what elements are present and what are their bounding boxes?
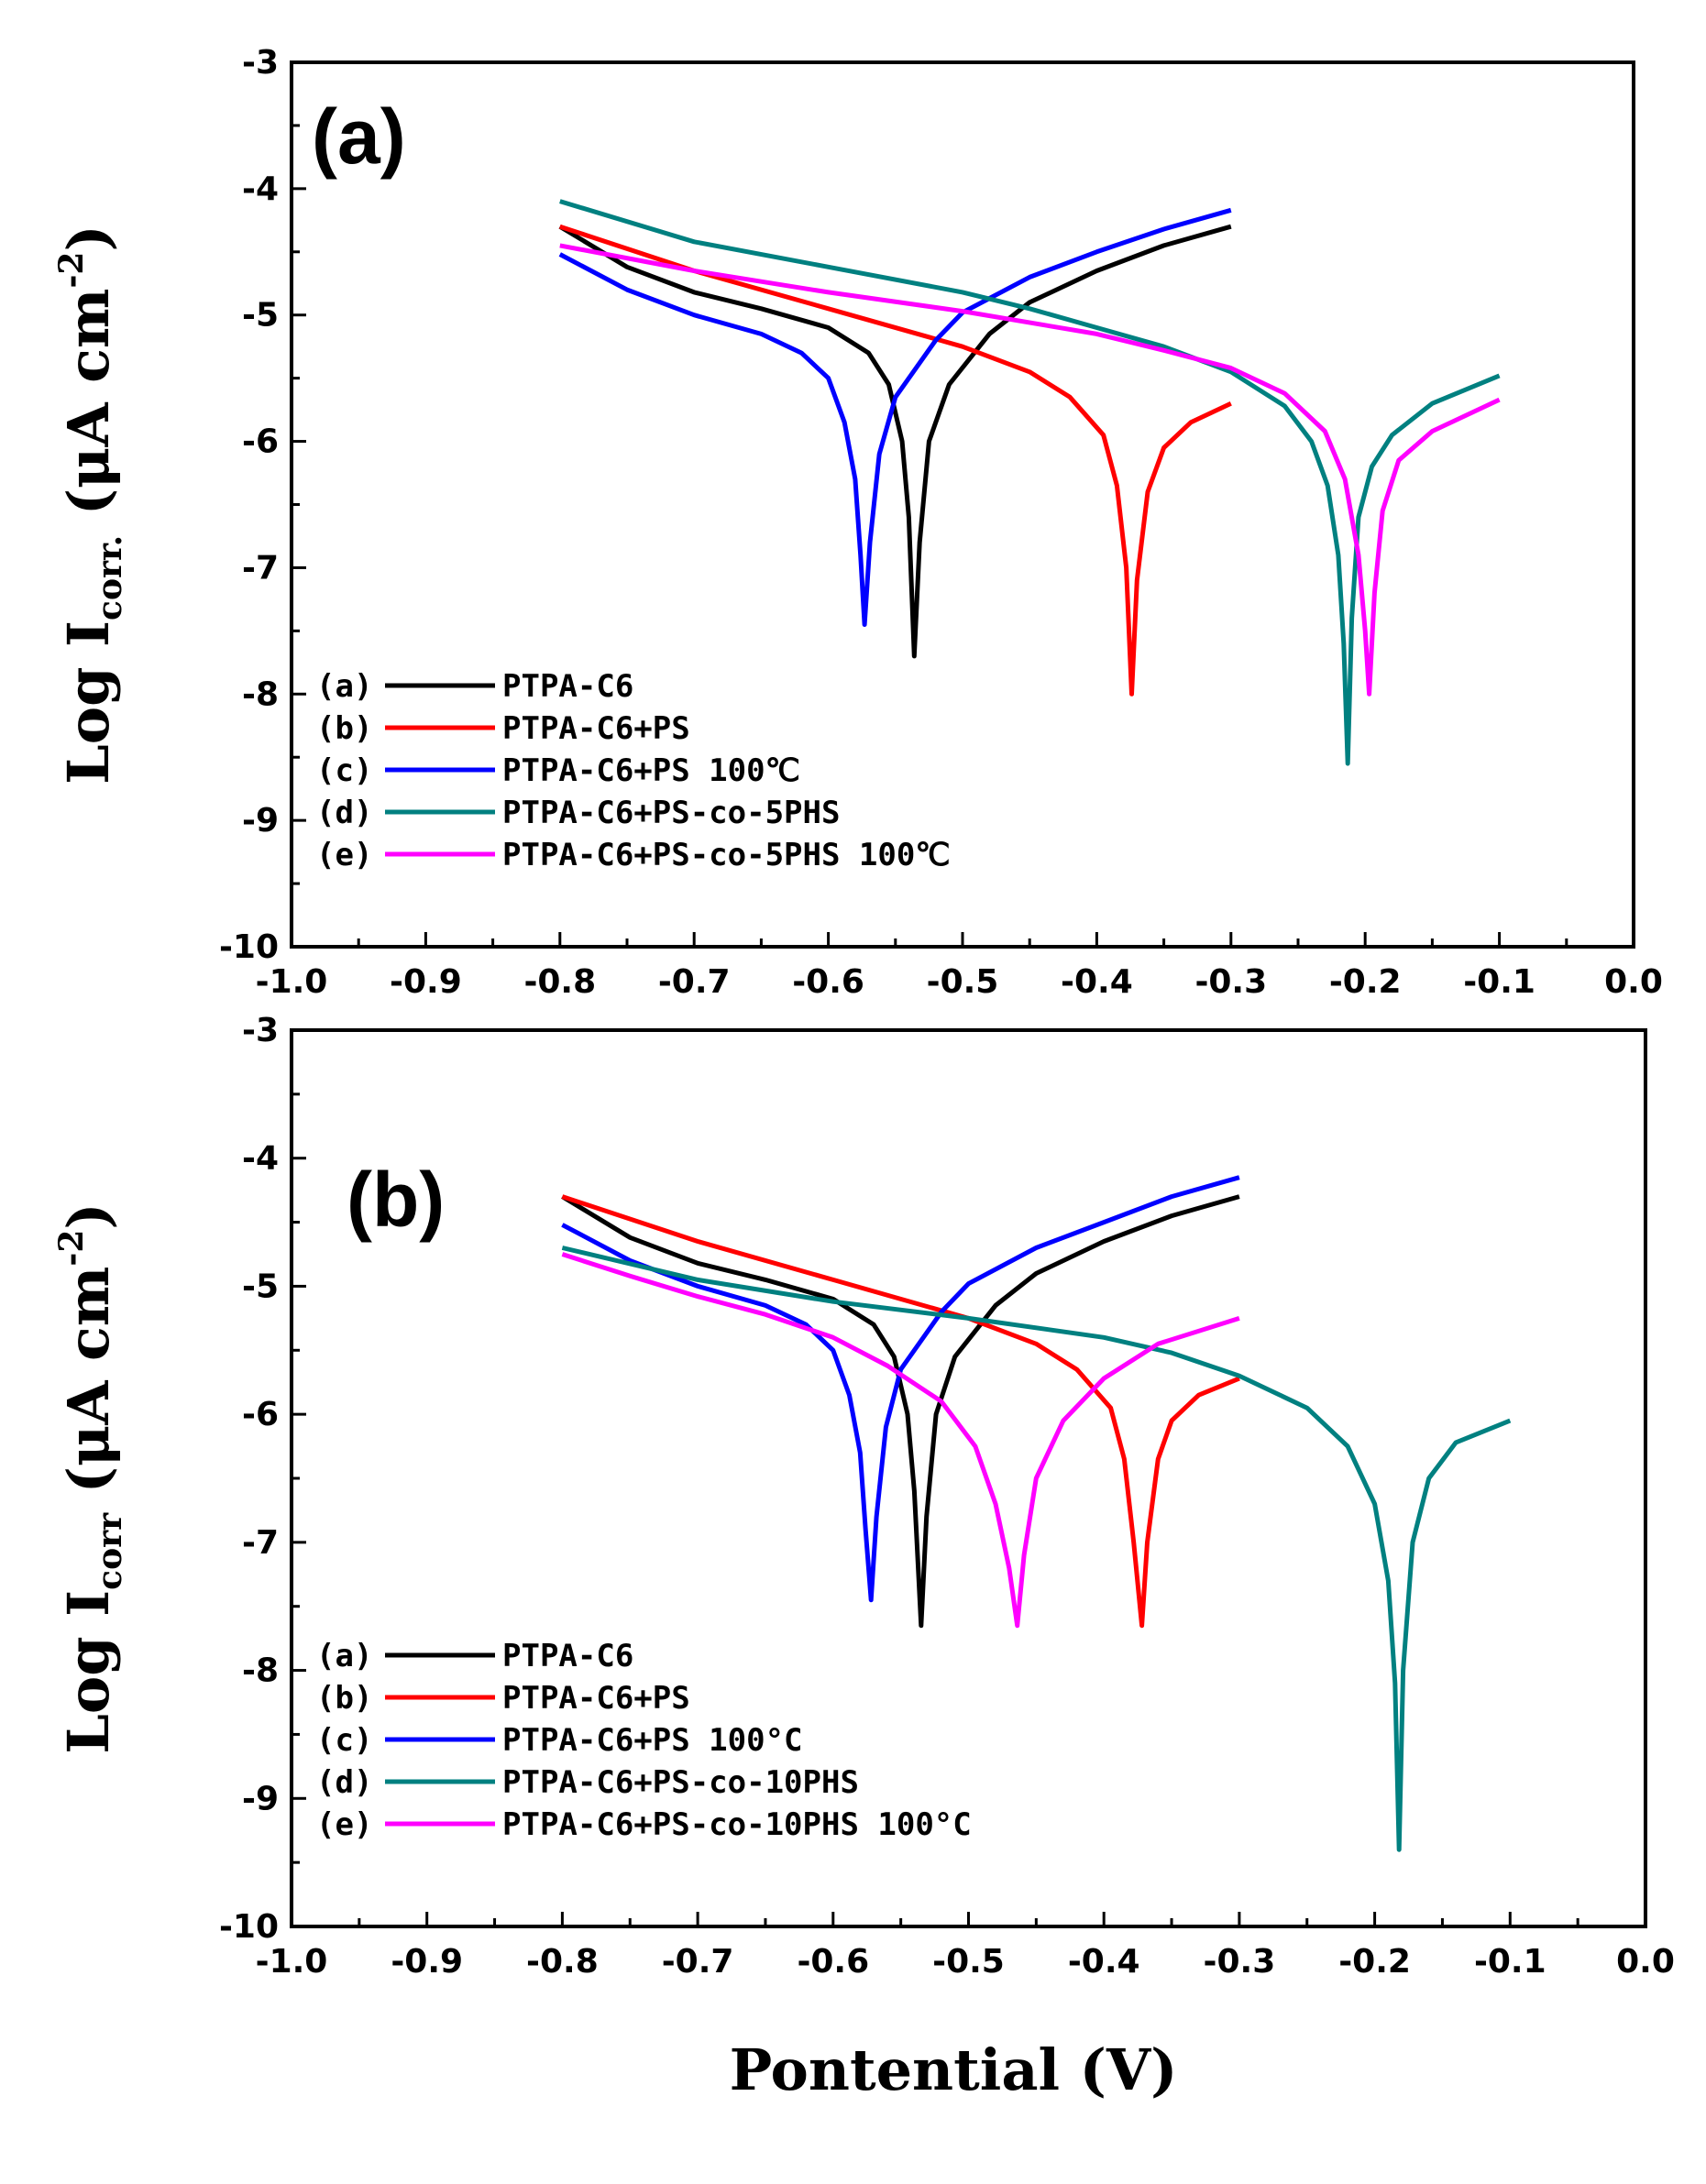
y-tick-label: -3	[242, 1012, 279, 1049]
y-tick-label: -6	[242, 1396, 279, 1433]
legend-letter: (e)	[316, 1806, 372, 1843]
y-tick-label: -3	[242, 44, 279, 82]
panel-a: -1.0 -0.9 -0.8 -0.7 -0.6 -0.5 -0.4 -0.3 -0.2 -0.1…	[52, 44, 1663, 1001]
y-tick-label: -5	[242, 1268, 279, 1305]
y-tick-label: -7	[242, 1524, 279, 1562]
legend-entry: PTPA-C6+PS-co-5PHS 100℃	[502, 837, 951, 873]
legend-entry: PTPA-C6	[502, 668, 633, 705]
x-tick-label: -0.3	[1194, 963, 1267, 1001]
legend-letter: (a)	[316, 668, 372, 705]
x-tick-label: -0.3	[1204, 1943, 1276, 1981]
series-line-c	[561, 1175, 1240, 1603]
x-tick-label: -0.2	[1338, 1943, 1411, 1981]
y-tick-label: -8	[242, 1652, 279, 1690]
x-tick-label: -0.1	[1474, 1943, 1546, 1981]
x-tick-label: -0.6	[797, 1943, 869, 1981]
y-axis-label: Log Icorr (μA cm-2)	[52, 1202, 129, 1753]
y-tick-label: -4	[242, 170, 279, 208]
y-tick-label: -4	[242, 1140, 279, 1178]
x-tick-label: -0.6	[792, 963, 864, 1001]
series-line-e	[559, 243, 1501, 697]
x-tick-label: -0.9	[390, 963, 462, 1001]
legend-entry: PTPA-C6	[502, 1638, 633, 1674]
series-line-a	[558, 224, 1232, 659]
x-tick-label: -0.7	[662, 1943, 734, 1981]
y-tick-label: -7	[242, 549, 279, 587]
legend-entry: PTPA-C6+PS 100°C	[502, 1722, 803, 1759]
legend-entry: PTPA-C6+PS 100℃	[502, 752, 800, 789]
x-tick-label: -0.7	[658, 963, 731, 1001]
x-tick-label: -0.2	[1329, 963, 1402, 1001]
x-axis-label: Pontential (V)	[730, 2036, 1178, 2103]
series-line-e	[561, 1252, 1240, 1629]
x-tick-label: -1.0	[256, 963, 328, 1001]
y-tick-label: -5	[242, 297, 279, 335]
legend-letter: (d)	[316, 795, 372, 831]
legend-letter: (d)	[316, 1764, 372, 1801]
panel-label: (b)	[347, 1157, 445, 1243]
y-tick-label: -9	[242, 1780, 279, 1817]
x-tick-label: -0.5	[932, 1943, 1005, 1981]
x-tick-label: 0.0	[1616, 1943, 1675, 1981]
panel-label: (a)	[312, 93, 406, 180]
y-tick-label: -6	[242, 423, 279, 461]
x-tick-label: -0.1	[1463, 963, 1535, 1001]
legend-letter: (c)	[316, 752, 372, 789]
y-axis-label: Log Icorr. (μA cm-2)	[52, 225, 129, 785]
series-line-a	[561, 1194, 1240, 1629]
legend-entry: PTPA-C6+PS	[502, 1680, 690, 1717]
y-tick-label: -10	[219, 928, 279, 966]
x-tick-label: -0.9	[391, 1943, 463, 1981]
x-tick-label: -0.5	[927, 963, 999, 1001]
series-line-c	[558, 207, 1232, 627]
legend-entry: PTPA-C6+PS-co-10PHS	[502, 1764, 859, 1801]
legend-entry: PTPA-C6+PS-co-10PHS 100°C	[502, 1806, 972, 1843]
series-line-d	[561, 1246, 1512, 1852]
legend-letter: (c)	[316, 1722, 372, 1759]
x-tick-label: -0.4	[1068, 1943, 1140, 1981]
legend-letter: (a)	[316, 1638, 372, 1674]
series-line-d	[559, 199, 1501, 766]
x-tick-label: -0.4	[1061, 963, 1133, 1001]
y-tick-label: -9	[242, 802, 279, 840]
legend-letter: (e)	[316, 837, 372, 873]
y-tick-label: -10	[219, 1908, 279, 1946]
legend-letter: (b)	[316, 710, 372, 747]
legend-letter: (b)	[316, 1680, 372, 1717]
plot-frame	[290, 1028, 1647, 1928]
legend-entry: PTPA-C6+PS	[502, 710, 690, 747]
series-line-b	[561, 1194, 1240, 1629]
x-tick-label: -0.8	[526, 1943, 599, 1981]
y-tick-label: -8	[242, 675, 279, 713]
legend-entry: PTPA-C6+PS-co-5PHS	[502, 795, 840, 831]
x-tick-label: -1.0	[256, 1943, 328, 1981]
series-line-b	[559, 224, 1232, 697]
panel-b: -1.0 -0.9 -0.8 -0.7 -0.6 -0.5 -0.4 -0.3 -0.2 -0.1…	[52, 1012, 1675, 1981]
x-tick-label: 0.0	[1604, 963, 1663, 1001]
x-tick-label: -0.8	[523, 963, 596, 1001]
